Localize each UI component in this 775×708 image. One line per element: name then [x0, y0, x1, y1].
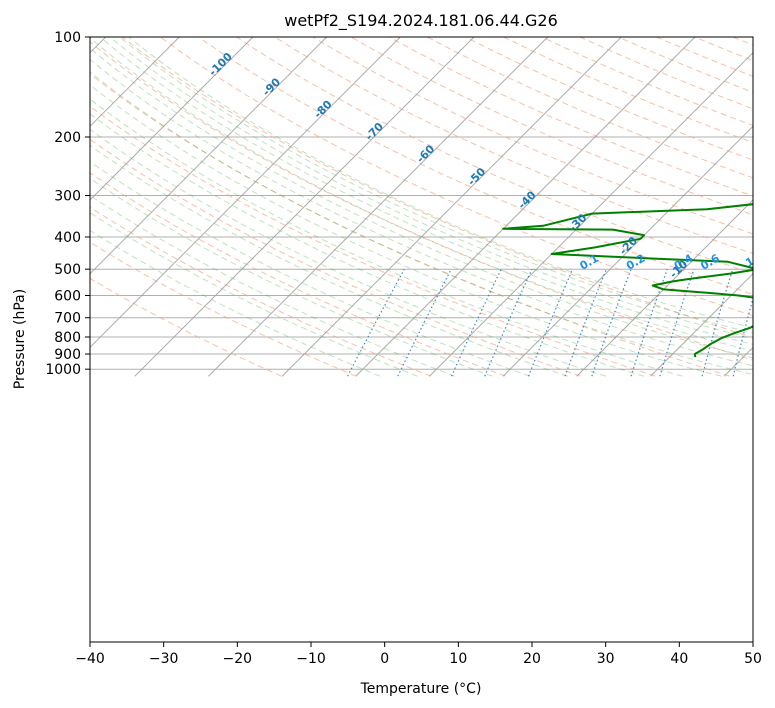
moist-adiabat-line — [90, 212, 418, 377]
moist-adiabat-line — [90, 37, 753, 352]
dry-adiabat-line — [90, 41, 753, 361]
x-tick-label: 30 — [597, 651, 615, 667]
moist-adiabat-line — [99, 37, 753, 345]
isotherm-line — [576, 199, 753, 377]
dry-adiabat-line — [90, 73, 731, 377]
dry-adiabat-line — [236, 37, 753, 275]
mixing-ratio-line — [701, 269, 734, 377]
moist-adiabat-line — [90, 128, 606, 377]
plot-background — [90, 37, 753, 642]
moist-adiabat-line — [90, 71, 753, 375]
isotherm-line — [650, 272, 753, 377]
isotherm-line — [502, 125, 753, 377]
dry-adiabat-line — [350, 37, 753, 216]
x-tick-label: 20 — [523, 651, 541, 667]
dry-adiabat-line — [121, 37, 753, 339]
dry-adiabat-line — [90, 277, 282, 377]
moist-adiabat-line — [90, 98, 683, 377]
mixing-ratio-label: 1.5 — [771, 252, 775, 273]
moist-adiabat-line — [90, 47, 753, 359]
isotherm-line — [90, 37, 401, 349]
moist-adiabat-line — [119, 37, 753, 334]
dry-adiabat-line — [427, 37, 753, 179]
mixing-ratio-line — [564, 268, 607, 377]
moist-adiabat-line — [90, 84, 722, 377]
x-tick-label: 40 — [670, 651, 688, 667]
y-axis-label: Pressure (hPa) — [12, 289, 28, 389]
y-tick-label: 600 — [54, 288, 81, 304]
x-tick-label: 0 — [380, 651, 389, 667]
x-axis-label: Temperature (°C) — [360, 681, 482, 697]
x-tick-label: 50 — [744, 651, 762, 667]
y-tick-label: 800 — [54, 330, 81, 346]
moist-adiabat-line — [90, 229, 381, 377]
moist-adiabat-line — [90, 58, 753, 367]
x-tick-label: 10 — [449, 651, 467, 667]
moist-adiabat-line — [90, 113, 645, 377]
y-tick-label: 200 — [54, 130, 81, 146]
mixing-ratio-line — [732, 296, 753, 377]
x-tick-label: −10 — [296, 651, 326, 667]
dry-adiabat-line — [90, 138, 581, 377]
isotherm-line — [134, 37, 475, 377]
isotherm-line — [429, 51, 753, 377]
dry-adiabat-line — [771, 37, 775, 376]
isotherm-line — [281, 37, 622, 377]
y-tick-label: 100 — [54, 30, 81, 46]
dry-adiabat-line — [312, 37, 753, 235]
mixing-ratio-line — [397, 268, 452, 377]
dry-adiabat-line — [90, 206, 432, 377]
chart-title: wetPf2_S194.2024.181.06.44.G26 — [284, 11, 558, 31]
x-tick-label: −30 — [149, 651, 179, 667]
plot-frame — [89, 36, 754, 643]
y-tick-label: 1000 — [45, 362, 81, 378]
isotherm-line — [90, 37, 254, 201]
moist-adiabat-line — [90, 177, 493, 377]
dewpoint-profile-line — [502, 203, 753, 358]
dry-adiabat-line — [90, 172, 506, 377]
y-tick-label: 400 — [54, 230, 81, 246]
mixing-ratio-line — [450, 268, 502, 377]
moist-adiabat-line — [90, 194, 456, 377]
dry-adiabat-line — [90, 105, 656, 377]
mixing-ratio-line — [758, 269, 775, 376]
y-tick-label: 700 — [54, 311, 81, 327]
dry-adiabat-line — [90, 241, 357, 377]
moist-adiabat-line — [90, 161, 531, 377]
y-tick-label: 500 — [54, 262, 81, 278]
mixing-ratio-line — [347, 268, 405, 377]
y-tick-label: 300 — [54, 188, 81, 204]
x-tick-label: −40 — [75, 651, 105, 667]
isotherm-line — [208, 37, 549, 377]
isotherm-line — [355, 37, 696, 377]
isotherm-line — [90, 37, 328, 275]
mixing-ratio-line — [527, 268, 574, 377]
x-tick-label: −20 — [223, 651, 253, 667]
mixing-ratio-label: 1 — [743, 255, 756, 270]
y-tick-label: 900 — [54, 347, 81, 363]
moist-adiabat-line — [90, 144, 569, 377]
isotherm-line — [90, 37, 180, 128]
